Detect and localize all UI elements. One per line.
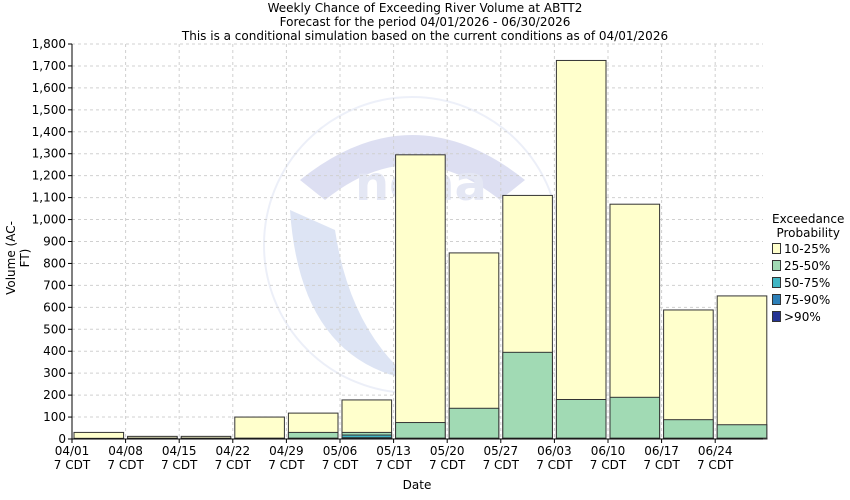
legend-item-50-75: 50-75%	[772, 274, 844, 291]
legend-label: 50-75%	[784, 275, 831, 290]
y-tick-label: 100	[43, 410, 66, 424]
y-tick-label: 1,600	[32, 81, 66, 95]
y-tick-label: 700	[43, 278, 66, 292]
x-tick-sublabel: 7 CDT	[697, 458, 734, 472]
legend-title-line2: Probability	[776, 226, 840, 240]
legend-swatch	[772, 294, 781, 305]
bar-05-20-series-1	[448, 407, 500, 440]
x-tick-sublabel: 7 CDT	[375, 458, 412, 472]
legend-label: >90%	[784, 309, 821, 324]
y-tick-label: 1,100	[32, 191, 66, 205]
x-tick-label: 06/10	[591, 444, 626, 458]
x-tick-sublabel: 7 CDT	[536, 458, 573, 472]
x-tick-sublabel: 7 CDT	[429, 458, 466, 472]
legend-item-gt90: >90%	[772, 308, 844, 325]
y-tick-label: 1,700	[32, 59, 66, 73]
legend-title: Exceedance Probability	[772, 212, 844, 240]
legend-item-10-25: 10-25%	[772, 240, 844, 257]
bar-06-24-series-0	[716, 295, 768, 440]
y-tick-label: 1,200	[32, 169, 66, 183]
bar-06-03-series-0	[555, 59, 607, 440]
legend-swatch	[772, 260, 781, 271]
y-tick-label: 0	[58, 432, 66, 446]
bar-06-24-series-1	[716, 424, 768, 440]
x-tick-sublabel: 7 CDT	[643, 458, 680, 472]
x-tick-sublabel: 7 CDT	[483, 458, 520, 472]
legend-label: 10-25%	[784, 241, 831, 256]
legend-label: 25-50%	[784, 258, 831, 273]
x-tick-sublabel: 7 CDT	[161, 458, 198, 472]
legend-title-line1: Exceedance	[772, 212, 845, 226]
y-tick-label: 800	[43, 256, 66, 270]
legend-swatch	[772, 311, 781, 322]
y-tick-label: 1,800	[32, 37, 66, 51]
x-tick-sublabel: 7 CDT	[268, 458, 305, 472]
bar-05-27-series-1	[502, 351, 553, 440]
x-tick-label: 05/13	[376, 444, 411, 458]
bar-04-22-series-0	[234, 416, 285, 440]
x-tick-label: 04/01	[55, 444, 90, 458]
legend-swatch	[772, 277, 781, 288]
legend: Exceedance Probability 10-25% 25-50% 50-…	[772, 212, 844, 325]
chart-title: Weekly Chance of Exceeding River Volume …	[267, 1, 583, 15]
x-tick-sublabel: 7 CDT	[590, 458, 627, 472]
bar-05-13-series-0	[395, 154, 446, 440]
x-tick-sublabel: 7 CDT	[54, 458, 91, 472]
y-tick-label: 1,500	[32, 103, 66, 117]
x-tick-label: 04/29	[269, 444, 304, 458]
x-tick-sublabel: 7 CDT	[322, 458, 359, 472]
bar-05-13-series-1	[395, 422, 446, 440]
x-tick-label: 05/27	[484, 444, 519, 458]
legend-item-25-50: 25-50%	[772, 257, 844, 274]
x-tick-sublabel: 7 CDT	[215, 458, 252, 472]
x-tick-label: 04/22	[216, 444, 251, 458]
x-axis-label: Date	[402, 478, 432, 492]
chart-subtitle: Forecast for the period 04/01/2026 - 06/…	[279, 15, 571, 29]
y-tick-label: 1,000	[32, 213, 66, 227]
y-tick-label: 1,400	[32, 125, 66, 139]
x-tick-label: 06/03	[537, 444, 572, 458]
legend-swatch	[772, 243, 781, 254]
bar-06-17-series-1	[663, 419, 714, 440]
y-tick-label: 500	[43, 322, 66, 336]
legend-label: 75-90%	[784, 292, 831, 307]
y-axis-label: Volume (AC-FT)	[4, 221, 32, 295]
x-tick-label: 05/20	[430, 444, 465, 458]
x-tick-label: 06/17	[644, 444, 679, 458]
bar-06-10-series-1	[609, 396, 661, 440]
x-tick-label: 05/06	[323, 444, 358, 458]
y-tick-label: 1,300	[32, 147, 66, 161]
legend-item-75-90: 75-90%	[772, 291, 844, 308]
y-tick-label: 300	[43, 366, 66, 380]
y-tick-label: 400	[43, 344, 66, 358]
y-tick-label: 600	[43, 300, 66, 314]
x-tick-label: 04/08	[108, 444, 143, 458]
y-tick-label: 200	[43, 388, 66, 402]
y-tick-label: 900	[43, 235, 66, 249]
x-tick-label: 06/24	[698, 444, 733, 458]
x-tick-label: 04/15	[162, 444, 197, 458]
bar-06-03-series-1	[555, 399, 607, 440]
x-tick-sublabel: 7 CDT	[107, 458, 144, 472]
chart-note: This is a conditional simulation based o…	[181, 29, 669, 43]
